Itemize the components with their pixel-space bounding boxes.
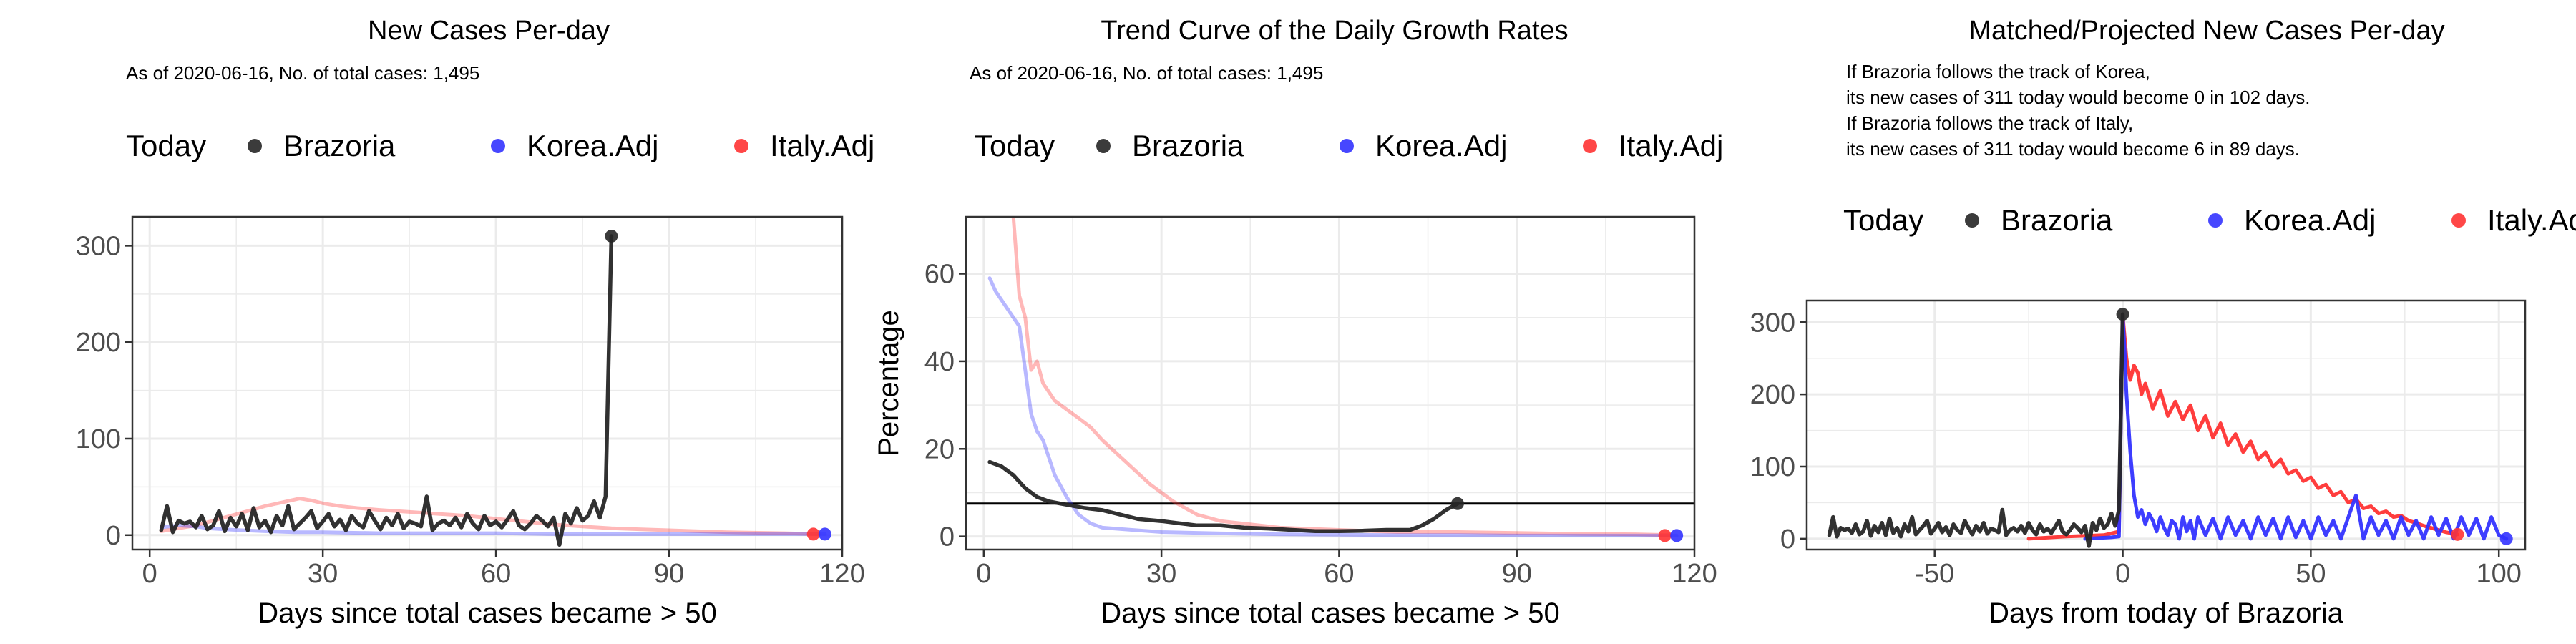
x-tick-label: 60: [481, 559, 511, 589]
legend-key-brazoria: [1965, 213, 1979, 228]
y-tick-label: 200: [1750, 380, 1795, 410]
plot-frame: [131, 215, 844, 551]
x-tick-label: 0: [142, 559, 157, 589]
series-line-italy: [2026, 312, 2459, 541]
endpoint-marker-brazoria: [605, 229, 618, 243]
x-tick-label: 30: [1146, 559, 1176, 589]
endpoint-marker-italy: [1658, 529, 1672, 542]
panel-subtitle: its new cases of 311 today would become …: [1846, 138, 2300, 160]
x-tick-label: 120: [1672, 559, 1717, 589]
legend: Today Brazoria Korea.Adj Italy.Adj: [975, 129, 1723, 162]
legend-key-korea: [1340, 139, 1354, 153]
series-line-italy: [159, 497, 821, 536]
legend-label-italy: Italy.Adj: [770, 129, 874, 162]
y-tick-label: 0: [940, 522, 955, 552]
x-tick-label: 30: [308, 559, 338, 589]
x-tick-label: 100: [2477, 559, 2522, 589]
legend-key-italy: [2451, 213, 2466, 228]
endpoint-marker-italy: [2451, 527, 2464, 541]
legend-key-korea: [491, 139, 505, 153]
growth-rate-panel: Trend Curve of the Daily Growth Rates As…: [873, 16, 1723, 629]
legend-key-italy: [1583, 139, 1597, 153]
y-tick-label: 100: [76, 424, 121, 454]
y-tick-label: 0: [106, 521, 121, 551]
y-axis-label: Percentage: [873, 310, 904, 457]
x-tick-label: 90: [1502, 559, 1532, 589]
legend-label-italy: Italy.Adj: [2487, 203, 2576, 237]
endpoint-marker-brazoria: [1450, 497, 1464, 510]
x-tick-label: 60: [1324, 559, 1354, 589]
series-line-brazoria: [1827, 312, 2125, 548]
endpoint-marker-italy: [806, 527, 820, 541]
x-tick-label: 0: [976, 559, 991, 589]
data-lines: [159, 229, 831, 547]
plot-frame: [1805, 299, 2527, 551]
legend-label-brazoria: Brazoria: [1132, 129, 1244, 162]
y-tick-label: 0: [1780, 525, 1795, 555]
y-tick-label: 300: [76, 231, 121, 261]
endpoint-marker-brazoria: [2116, 308, 2129, 321]
x-tick-label: 50: [2296, 559, 2326, 589]
legend-title: Today: [975, 129, 1055, 162]
legend-title: Today: [1843, 203, 1923, 237]
data-lines: [966, 217, 1694, 542]
series-line-brazoria: [987, 459, 1460, 534]
x-axis-label: Days since total cases became > 50: [1101, 597, 1559, 629]
projected-cases-panel: Matched/Projected New Cases Per-day If B…: [1750, 16, 2576, 629]
legend: Today Brazoria Korea.Adj Italy.Adj: [1843, 203, 2576, 237]
legend-label-korea: Korea.Adj: [2244, 203, 2376, 237]
legend-label-italy: Italy.Adj: [1619, 129, 1723, 162]
x-tick-label: 120: [819, 559, 864, 589]
legend: Today Brazoria Korea.Adj Italy.Adj: [126, 129, 874, 162]
panel-subtitle: As of 2020-06-16, No. of total cases: 1,…: [970, 62, 1323, 84]
panel-subtitle: If Brazoria follows the track of Italy,: [1846, 112, 2133, 134]
gridlines: [132, 217, 844, 550]
gridlines: [966, 217, 1696, 550]
panel-title: Trend Curve of the Daily Growth Rates: [1101, 16, 1568, 46]
y-tick-label: 40: [924, 347, 955, 377]
series-line-korea: [987, 276, 1679, 537]
x-axis-label: Days from today of Brazoria: [1989, 597, 2343, 629]
endpoint-marker-korea: [1670, 529, 1684, 542]
legend-label-brazoria: Brazoria: [283, 129, 396, 162]
series-line-korea: [2083, 312, 2509, 541]
panel-title: New Cases Per-day: [368, 16, 610, 46]
legend-key-brazoria: [1096, 139, 1111, 153]
y-tick-label: 60: [924, 260, 955, 290]
panel-title: Matched/Projected New Cases Per-day: [1968, 16, 2444, 46]
y-tick-label: 300: [1750, 308, 1795, 338]
legend-key-italy: [734, 139, 748, 153]
panel-subtitle: its new cases of 311 today would become …: [1846, 87, 2310, 108]
data-lines: [1827, 308, 2513, 548]
series-line-italy: [1011, 217, 1673, 537]
panel-subtitle: If Brazoria follows the track of Korea,: [1846, 61, 2150, 82]
new-cases-panel: New Cases Per-day As of 2020-06-16, No. …: [76, 16, 875, 629]
endpoint-marker-korea: [2499, 532, 2513, 545]
x-axis-label: Days since total cases became > 50: [258, 597, 716, 629]
y-tick-label: 200: [76, 328, 121, 358]
series-line-brazoria: [159, 234, 614, 547]
y-tick-label: 100: [1750, 452, 1795, 482]
y-tick-label: 20: [924, 434, 955, 464]
legend-label-korea: Korea.Adj: [527, 129, 658, 162]
panel-subtitle: As of 2020-06-16, No. of total cases: 1,…: [126, 62, 479, 84]
legend-key-korea: [2208, 213, 2223, 228]
x-tick-label: -50: [1915, 559, 1954, 589]
endpoint-marker-korea: [818, 527, 831, 541]
x-tick-label: 0: [2115, 559, 2130, 589]
legend-key-brazoria: [248, 139, 262, 153]
legend-label-korea: Korea.Adj: [1375, 129, 1507, 162]
legend-title: Today: [126, 129, 206, 162]
legend-label-brazoria: Brazoria: [2001, 203, 2113, 237]
x-tick-label: 90: [654, 559, 684, 589]
gridlines: [1807, 301, 2525, 550]
plot-frame: [965, 215, 1696, 551]
